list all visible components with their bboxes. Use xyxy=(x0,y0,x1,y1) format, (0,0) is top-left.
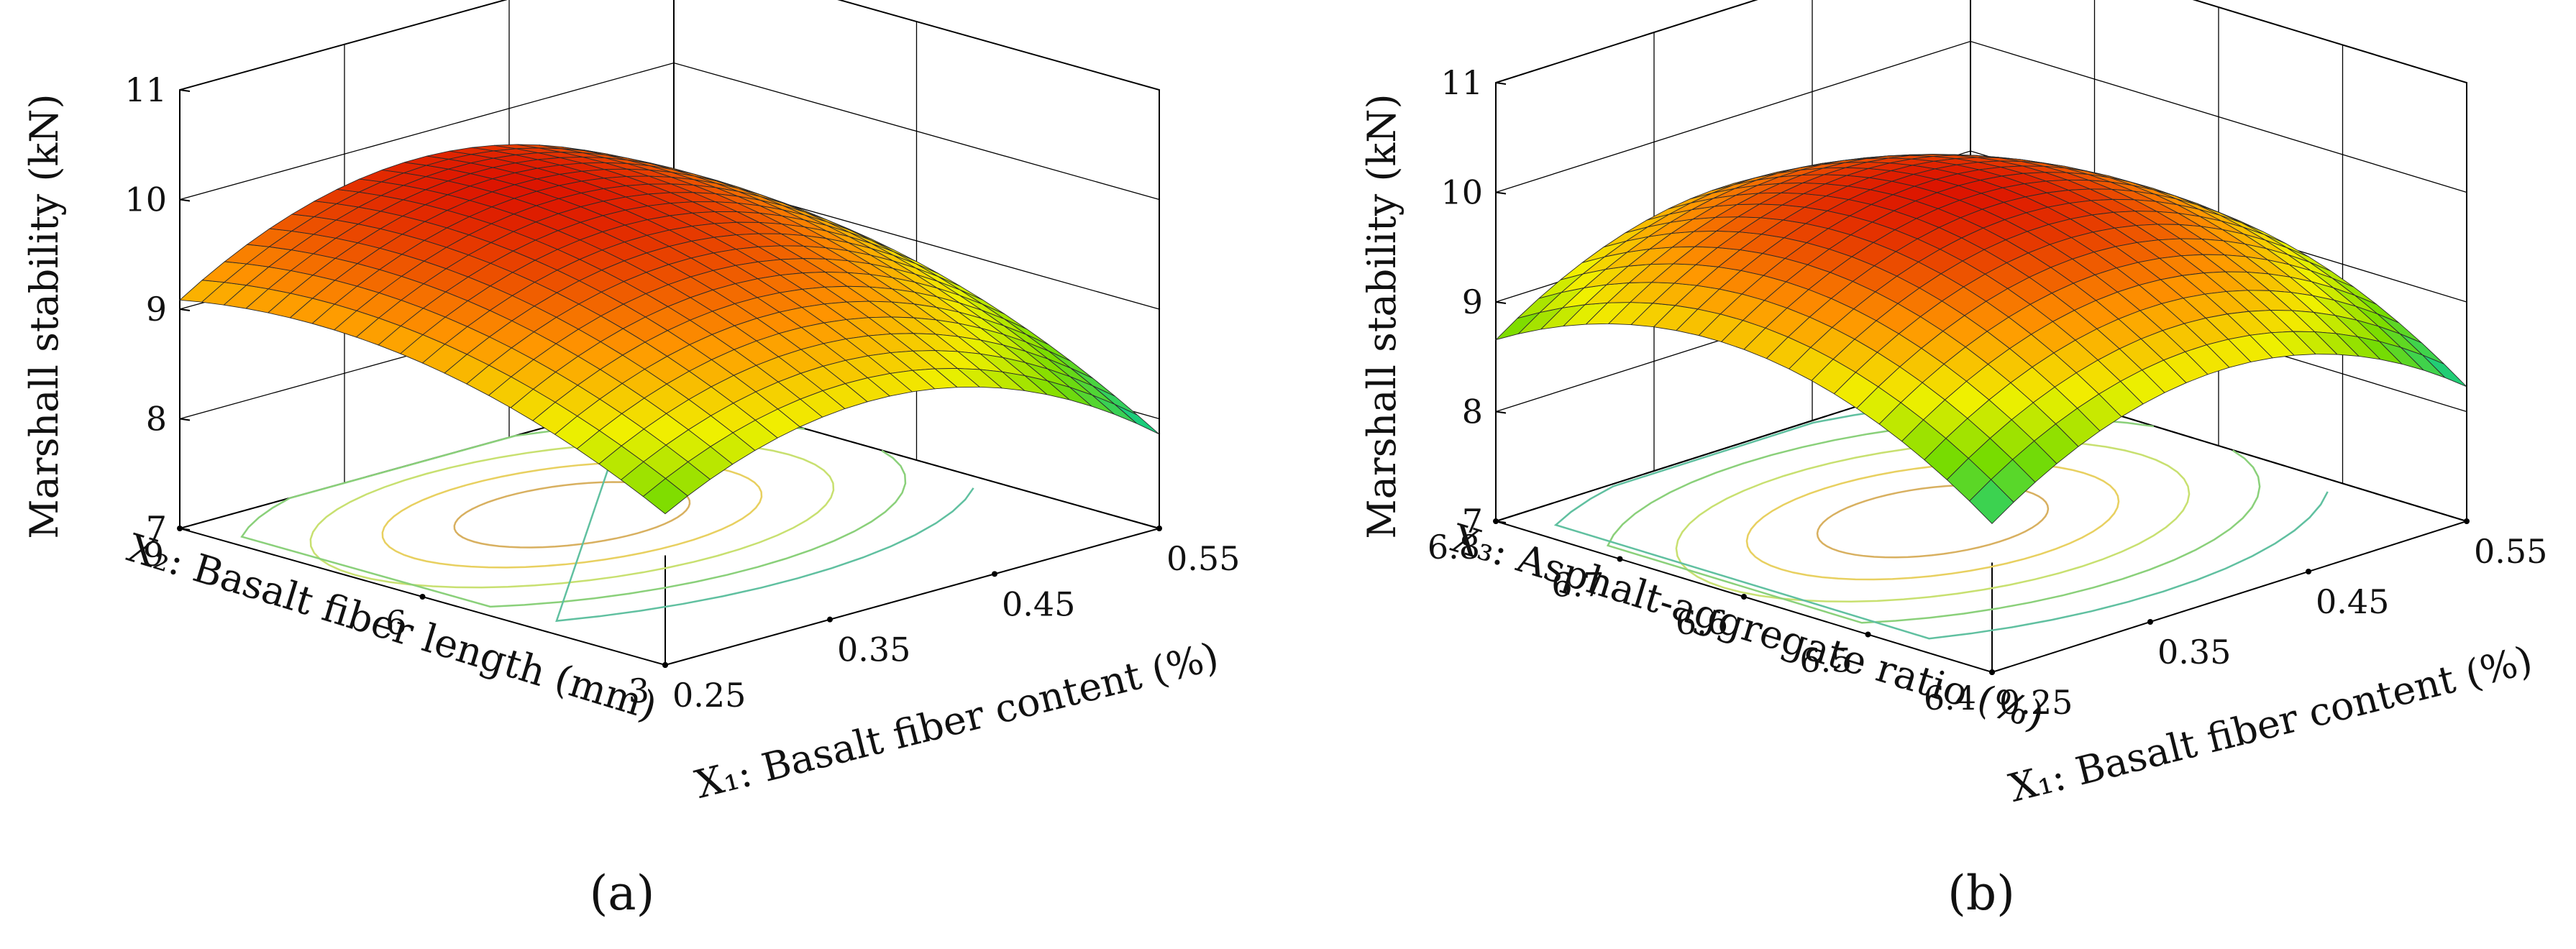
x-tick-label: 0.25 xyxy=(672,676,746,715)
x-tick-label: 0.55 xyxy=(1166,539,1240,578)
floor-contour xyxy=(240,421,907,608)
y-tick xyxy=(1617,556,1623,562)
floor-contour xyxy=(1745,462,2120,581)
z-tick-label: 7 xyxy=(146,509,167,548)
x-tick xyxy=(2147,619,2153,625)
y-tick-label: 6.7 xyxy=(1551,566,1604,605)
x-tick xyxy=(2306,569,2311,574)
z-tick xyxy=(1495,191,1507,195)
floor-contour xyxy=(381,461,763,569)
floor-contour xyxy=(1553,396,2329,640)
y-axis-label: X₂: Basalt fiber length (mm) xyxy=(122,525,662,729)
y-axis-label: X₃: Asphalt-aggregate ratio (%) xyxy=(1446,515,2050,739)
x-tick xyxy=(992,571,997,577)
z-tick-label: 10 xyxy=(1440,173,1483,212)
y-tick-label: 6.4 xyxy=(1924,679,1976,718)
z-tick xyxy=(179,418,191,421)
y-tick-label: 6 xyxy=(385,603,406,642)
x-tick-label: 0.25 xyxy=(1999,683,2073,722)
panel-b: 7 8 9 10 11 0.25 0.35 0.45 0.55 6.4 6.5 6.6 6.7 6.8 Ma… xyxy=(1359,0,2547,811)
z-axis-label: Marshall stability (kN) xyxy=(1359,93,1405,538)
z-tick-label: 9 xyxy=(1462,283,1483,321)
z-gridline xyxy=(179,0,1160,91)
x-tick-label: 0.35 xyxy=(837,631,910,669)
y-tick xyxy=(1741,594,1747,600)
floor-contour xyxy=(453,481,691,549)
y-tick xyxy=(177,526,183,531)
y-tick xyxy=(1493,518,1499,524)
z-tick-label: 8 xyxy=(1462,393,1483,431)
z-tick xyxy=(179,198,191,202)
caption-a: (a) xyxy=(590,866,655,921)
panel-a: 7 8 9 10 11 0.25 0.35 0.45 0.55 3 6 9 Marshall stabi… xyxy=(22,0,1240,807)
z-tick xyxy=(179,308,191,311)
z-tick xyxy=(1495,301,1507,304)
x-axis-label: X₁: Basalt fiber content (%) xyxy=(690,633,1223,807)
x-tick-label: 0.55 xyxy=(2474,532,2547,571)
y-tick-label: 6.8 xyxy=(1428,528,1480,567)
x-tick-label: 0.35 xyxy=(2157,633,2231,671)
y-tick-label: 6.6 xyxy=(1676,603,1728,642)
floor-contour xyxy=(1675,439,2191,603)
x-tick-label: 0.45 xyxy=(1002,584,1075,623)
surface-patch xyxy=(2422,354,2467,388)
z-tick-label: 10 xyxy=(124,180,167,219)
y-tick xyxy=(662,662,668,668)
z-tick-label: 11 xyxy=(124,70,167,109)
x-tick xyxy=(2464,518,2470,524)
floor-contour xyxy=(1816,484,2050,559)
z-tick-label: 8 xyxy=(146,400,167,439)
z-tick xyxy=(1495,411,1507,414)
z-tick-label: 11 xyxy=(1440,63,1483,102)
y-tick-label: 9 xyxy=(143,535,164,574)
floor-contour xyxy=(309,441,835,589)
y-tick-label: 6.5 xyxy=(1799,641,1852,680)
floor-contour xyxy=(555,402,974,623)
y-tick xyxy=(1865,631,1871,638)
z-tick-label: 7 xyxy=(1462,502,1483,541)
y-tick xyxy=(1989,669,1995,675)
y-tick xyxy=(419,594,426,600)
x-tick xyxy=(827,616,833,623)
y-tick-label: 3 xyxy=(629,671,649,710)
z-axis-label: Marshall stability (kN) xyxy=(22,93,67,538)
surface-patch xyxy=(1114,403,1160,435)
x-axis-label: X₁: Basalt fiber content (%) xyxy=(2004,637,2536,811)
z-gridline xyxy=(1495,0,2467,83)
z-tick xyxy=(179,89,191,92)
z-tick-label: 9 xyxy=(146,290,167,329)
caption-b: (b) xyxy=(1947,866,2015,921)
x-tick xyxy=(1156,526,1162,531)
x-tick-label: 0.45 xyxy=(2316,582,2389,621)
z-tick xyxy=(1495,82,1507,85)
